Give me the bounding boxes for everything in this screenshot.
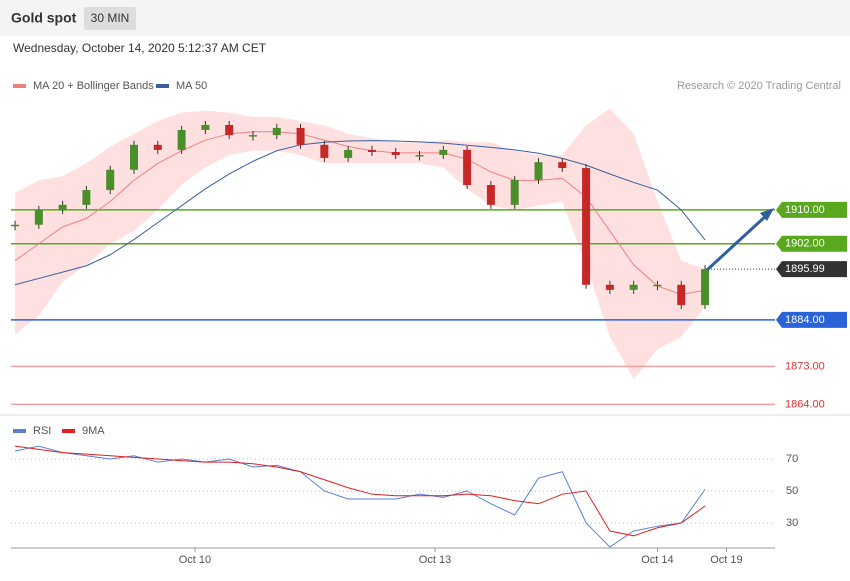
x-tick-label: Oct 19 — [710, 554, 742, 566]
candle-body — [391, 152, 400, 155]
y-tick-label: 30 — [786, 517, 798, 529]
level-tag — [776, 201, 847, 218]
legend-label: MA 20 + Bollinger Bands — [33, 80, 154, 92]
candle-body — [510, 179, 519, 205]
legend-swatch — [62, 429, 75, 433]
x-tick-label: Oct 10 — [179, 554, 211, 566]
legend-label: RSI — [33, 425, 51, 437]
x-tick-label: Oct 14 — [641, 554, 673, 566]
candle-body — [58, 204, 67, 210]
legend-swatch — [13, 429, 26, 433]
candle-body — [82, 190, 91, 205]
title: Gold spot — [11, 10, 77, 26]
candle-body — [415, 154, 424, 157]
candle-body — [272, 127, 281, 136]
candle-body — [701, 269, 710, 306]
level-tag — [776, 311, 847, 328]
date: Wednesday, October 14, 2020 5:12:37 AM C… — [13, 41, 267, 55]
level-label: 1902.00 — [785, 238, 825, 250]
candle-body — [463, 149, 472, 185]
forecast-arrowhead — [760, 208, 774, 221]
legend-swatch — [156, 84, 169, 88]
candle-body — [201, 124, 210, 131]
rsi-line — [14, 445, 706, 537]
candle-body — [344, 149, 353, 158]
ma-line — [14, 140, 706, 286]
timeframe[interactable]: 30 MIN — [91, 11, 130, 25]
candle-body — [296, 127, 305, 145]
bollinger-band — [15, 108, 706, 380]
level-label: 1873.00 — [785, 360, 825, 372]
level-label: 1864.00 — [785, 398, 825, 410]
candle-body — [653, 284, 662, 287]
candle-body — [106, 169, 115, 191]
candle-body — [153, 144, 162, 150]
candle-body — [582, 168, 591, 285]
x-tick-label: Oct 13 — [419, 554, 451, 566]
rsi-chart: RSI 9MA 70 50 30 — [11, 425, 798, 548]
y-tick-label: 50 — [786, 485, 798, 497]
candle-body — [225, 124, 234, 136]
level-tag — [776, 261, 847, 278]
candle-body — [177, 130, 186, 150]
header-bar — [0, 0, 850, 36]
copyright: Research © 2020 Trading Central — [677, 80, 841, 92]
level-tag — [776, 235, 847, 252]
candle-body — [130, 144, 139, 170]
candle-body — [439, 149, 448, 155]
timeframe-button[interactable] — [84, 7, 136, 30]
level-label: 1895.99 — [785, 263, 825, 275]
candle-body — [486, 184, 495, 205]
candle-body — [367, 149, 376, 153]
legend-label: MA 50 — [176, 80, 207, 92]
candle-body — [558, 162, 567, 169]
candle-body — [605, 284, 614, 290]
candle-body — [629, 284, 638, 290]
candle-body — [320, 144, 329, 158]
candle-body — [34, 209, 43, 225]
candle-body — [248, 135, 257, 137]
rsi-line — [14, 445, 706, 548]
candle-body — [11, 224, 20, 227]
forecast-arrow — [705, 212, 770, 272]
level-label: 1910.00 — [785, 204, 825, 216]
candle-body — [677, 284, 686, 306]
legend-label: 9MA — [82, 425, 105, 437]
candle-body — [534, 162, 543, 180]
legend-swatch — [13, 84, 26, 88]
price-chart: MA 20 + Bollinger Bands MA 50 1910.00 1902.… — [11, 80, 847, 410]
level-label: 1884.00 — [785, 314, 825, 326]
y-tick-label: 70 — [786, 453, 798, 465]
